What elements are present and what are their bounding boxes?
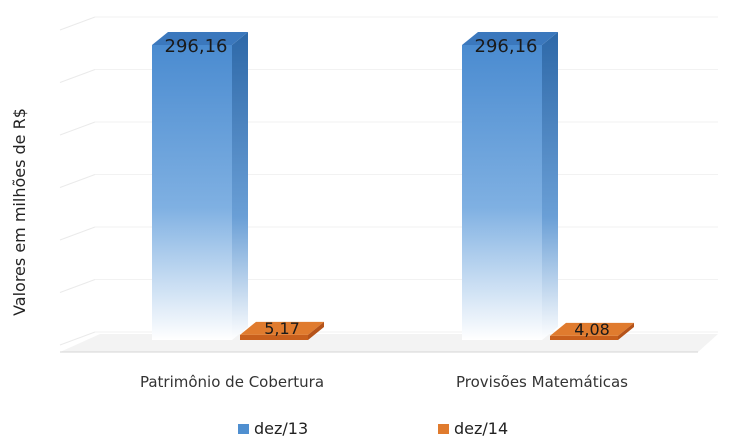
legend-dez14-swatch (438, 424, 449, 434)
bar-dez14-top (550, 322, 634, 336)
data-labels: 296,16 5,17 296,16 4,08 (165, 36, 610, 339)
data-label-dez13: 296,16 (475, 36, 538, 57)
gridline-side (59, 226, 96, 241)
bar-dez14-front (550, 335, 618, 340)
bar-dez13-top (152, 32, 248, 45)
bar-dez14-side (618, 322, 634, 340)
bar-dez13-side (232, 32, 248, 340)
legend-dez13-swatch (238, 424, 249, 434)
data-label-dez13: 296,16 (165, 36, 228, 57)
y-axis-label: Valores em milhões de R$ (10, 108, 29, 316)
gridline-side (59, 69, 96, 83)
gridline-side (59, 16, 96, 31)
bar-dez14-side (308, 321, 324, 340)
category-label: Provisões Matemáticas (456, 373, 628, 391)
bar-dez13-side (542, 32, 558, 340)
category-labels: Patrimônio de Cobertura Provisões Matemát… (140, 373, 628, 391)
bar-dez14-top (240, 321, 324, 335)
bars (152, 32, 634, 340)
gridline-side (59, 121, 96, 136)
bar-dez13-top (462, 32, 558, 45)
data-label-dez14: 5,17 (264, 319, 300, 338)
gridline-side (59, 279, 96, 293)
bar-dez13-front (152, 45, 232, 340)
legend: dez/13 dez/14 (238, 419, 508, 438)
data-label-dez14: 4,08 (574, 320, 610, 339)
gridline-side (59, 331, 96, 346)
bar-dez14-front (240, 334, 308, 340)
category-label: Patrimônio de Cobertura (140, 373, 324, 391)
legend-dez13-label: dez/13 (254, 419, 308, 438)
bar-dez13-front (462, 45, 542, 340)
legend-dez14-label: dez/14 (454, 419, 508, 438)
gridline-side (59, 174, 96, 188)
